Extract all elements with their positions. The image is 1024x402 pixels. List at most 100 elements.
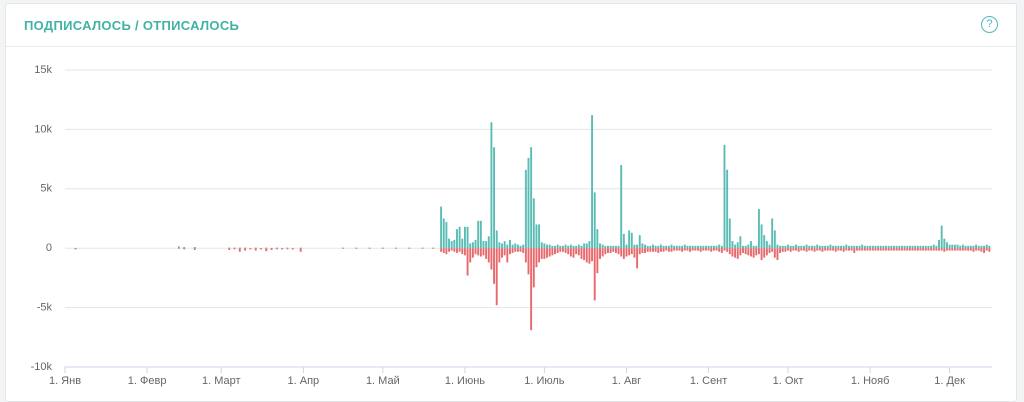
bar [829, 244, 832, 249]
bar [628, 230, 631, 249]
bar [466, 226, 469, 249]
bar [644, 248, 646, 253]
bar [408, 248, 411, 249]
bar [511, 248, 514, 253]
bar [797, 245, 800, 249]
bar [665, 245, 668, 249]
bar [193, 248, 196, 250]
bar [538, 224, 541, 249]
bar [228, 248, 231, 250]
bar [678, 245, 681, 249]
bar [980, 248, 983, 252]
bar [440, 248, 443, 252]
bar [705, 245, 707, 249]
bar [771, 218, 774, 249]
bar [826, 245, 829, 249]
bar [498, 248, 501, 263]
bar [445, 248, 448, 255]
bar [882, 248, 885, 251]
bar [953, 248, 956, 251]
bar [988, 248, 991, 252]
bar [922, 248, 925, 251]
bar [705, 248, 707, 251]
bar [490, 122, 493, 249]
bar [779, 248, 782, 253]
help-button[interactable]: ? [981, 16, 998, 33]
bar [238, 247, 241, 249]
bar [530, 248, 533, 331]
bar [726, 248, 729, 252]
bar [742, 248, 744, 253]
y-tick-label: -10k [31, 361, 53, 373]
bar [710, 245, 713, 249]
bar [286, 247, 289, 249]
bar [773, 230, 776, 249]
y-tick-label: 10k [34, 123, 52, 135]
bar [270, 248, 273, 250]
bar [501, 243, 503, 249]
bar [183, 248, 186, 250]
bar [908, 245, 911, 249]
bar [757, 248, 760, 255]
bar [752, 245, 755, 249]
bar [977, 245, 980, 249]
bar [866, 245, 869, 249]
bar [546, 248, 548, 258]
bar [742, 245, 744, 249]
bar [760, 224, 763, 249]
bar [805, 244, 808, 249]
bar [964, 245, 967, 249]
bar [893, 245, 895, 249]
bar [554, 248, 556, 255]
bar [421, 248, 424, 249]
bar [556, 244, 559, 249]
bar [506, 248, 509, 263]
bar [519, 248, 522, 252]
bar [535, 224, 538, 249]
bar [718, 248, 721, 252]
bar [244, 247, 247, 249]
bar [275, 248, 278, 250]
bar [781, 248, 784, 252]
bar [779, 245, 782, 249]
bar [654, 245, 657, 249]
bar [477, 248, 480, 256]
bar [869, 245, 872, 249]
bar [977, 248, 980, 251]
bar [808, 245, 811, 249]
bar [238, 248, 241, 252]
bar [442, 248, 445, 253]
bar [747, 248, 750, 256]
bar [877, 245, 880, 249]
bar [456, 248, 458, 253]
bar [514, 243, 517, 249]
bar [946, 242, 948, 249]
bar [911, 248, 914, 251]
bar [625, 248, 628, 257]
bar [662, 245, 665, 249]
bar [432, 247, 435, 249]
bar [988, 245, 991, 249]
bar [652, 248, 654, 252]
bar [816, 244, 819, 249]
bar [691, 245, 694, 249]
bar [787, 248, 790, 251]
bar [919, 245, 922, 249]
bar [975, 244, 978, 249]
bar [450, 241, 453, 249]
y-tick-label: 5k [40, 183, 52, 195]
y-tick-label: 15k [34, 64, 52, 76]
bar [916, 248, 919, 251]
bar [670, 244, 673, 249]
bar [299, 248, 302, 252]
bar [863, 245, 866, 249]
bar [710, 248, 713, 252]
bar [254, 248, 257, 251]
bar [972, 248, 975, 252]
bar [720, 248, 723, 253]
bar [657, 248, 660, 253]
bar [961, 248, 964, 251]
bar [712, 248, 715, 251]
bar [546, 244, 548, 249]
bar [969, 245, 972, 249]
